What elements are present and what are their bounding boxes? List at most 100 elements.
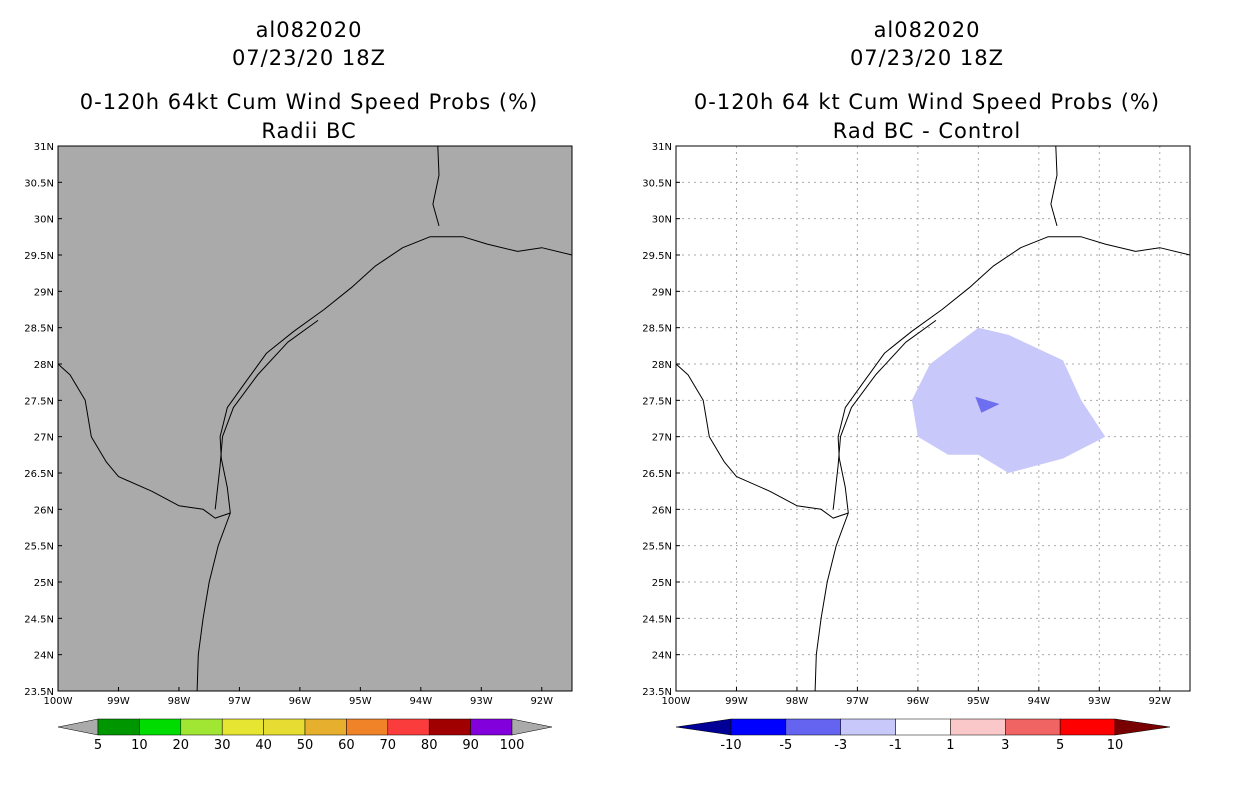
lat-tick-label: 28.5N <box>24 324 54 335</box>
left-colorbar-label: 60 <box>338 738 355 753</box>
left-title-storm-id: al082020 <box>255 18 363 42</box>
right-colorbar-box <box>730 718 787 736</box>
lon-tick-label: 94W <box>1028 696 1051 707</box>
lat-tick-label: 31N <box>34 142 54 153</box>
left-colorbar-box <box>346 718 389 736</box>
right-colorbar-box <box>840 718 896 736</box>
lat-tick-label: 26.5N <box>642 469 672 480</box>
coastline <box>196 236 573 692</box>
lon-tick-label: 95W <box>967 696 990 707</box>
lat-tick-label: 25N <box>652 578 672 589</box>
left-colorbar-under-arrow <box>57 718 99 736</box>
right-map: 100W 99W 98W 97W 96W 95W 94W 93W 92W 23.5N 24N 24.5… <box>642 142 1191 753</box>
lat-tick-label: 28.5N <box>642 324 672 335</box>
right-colorbar-label: 5 <box>1056 738 1064 753</box>
lat-tick-label: 30N <box>652 215 672 226</box>
left-colorbar-box <box>97 718 140 736</box>
lon-tick-label: 97W <box>228 696 251 707</box>
right-colorbar-label: 10 <box>1107 738 1124 753</box>
right-colorbar-label: 1 <box>946 738 954 753</box>
lat-tick-label: 26N <box>34 505 54 516</box>
lat-tick-label: 24N <box>34 651 54 662</box>
lat-tick-label: 31N <box>652 142 672 153</box>
coastline <box>814 236 1191 692</box>
lon-tick-label: 100W <box>44 696 73 707</box>
right-title-datetime: 07/23/20 18Z <box>849 46 1005 70</box>
left-colorbar-box <box>387 718 430 736</box>
us-mexico-border <box>57 363 231 519</box>
left-colorbar-label: 40 <box>255 738 272 753</box>
left-map: 100W 99W 98W 97W 96W 95W 94W 93W 92W 23.5N 24N 24.5… <box>24 142 573 753</box>
left-map-background <box>58 146 572 691</box>
right-title-subtitle: Rad BC - Control <box>832 119 1022 143</box>
lat-tick-label: 23.5N <box>642 687 672 698</box>
left-colorbar-box <box>428 718 471 736</box>
left-colorbar-box <box>304 718 347 736</box>
left-colorbar-label: 50 <box>297 738 314 753</box>
lat-tick-label: 29.5N <box>24 251 54 262</box>
us-mexico-border <box>675 363 849 519</box>
lat-tick-label: 27N <box>652 433 672 444</box>
lon-tick-label: 98W <box>786 696 809 707</box>
lat-tick-label: 24N <box>652 651 672 662</box>
lat-tick-label: 27.5N <box>642 396 672 407</box>
right-title-storm-id: al082020 <box>873 18 981 42</box>
left-colorbar-label: 20 <box>173 738 190 753</box>
right-colorbar-box <box>895 718 951 736</box>
right-colorbar-box <box>950 718 1006 736</box>
shading-region-2 <box>975 396 1000 413</box>
lat-tick-label: 30.5N <box>642 178 672 189</box>
barrier-island <box>832 319 937 510</box>
left-colorbar-label: 70 <box>380 738 397 753</box>
lat-tick-label: 27.5N <box>24 396 54 407</box>
barrier-island <box>214 319 319 510</box>
left-colorbar-label: 5 <box>94 738 102 753</box>
left-title-product: 0-120h 64kt Cum Wind Speed Probs (%) <box>79 90 539 114</box>
left-map-frame <box>57 145 573 692</box>
lat-tick-label: 26N <box>652 505 672 516</box>
left-colorbar-label: 90 <box>462 738 479 753</box>
right-colorbar-label: -10 <box>720 738 741 753</box>
lat-tick-label: 24.5N <box>24 614 54 625</box>
lat-tick-label: 24.5N <box>642 614 672 625</box>
right-colorbar-label: 3 <box>1001 738 1009 753</box>
lat-tick-label: 26.5N <box>24 469 54 480</box>
lat-tick-label: 25N <box>34 578 54 589</box>
lat-tick-label: 29N <box>652 287 672 298</box>
left-colorbar-box <box>470 718 513 736</box>
left-title-datetime: 07/23/20 18Z <box>231 46 387 70</box>
lon-tick-label: 97W <box>846 696 869 707</box>
lat-tick-label: 25.5N <box>24 542 54 553</box>
right-colorbar-box <box>785 718 841 736</box>
shading-region-1 <box>911 327 1106 473</box>
right-title-product: 0-120h 64 kt Cum Wind Speed Probs (%) <box>693 90 1161 114</box>
lon-tick-label: 93W <box>470 696 493 707</box>
left-colorbar-label: 80 <box>421 738 438 753</box>
right-colorbar-label: -1 <box>889 738 902 753</box>
lat-tick-label: 27N <box>34 433 54 444</box>
right-colorbar-under-arrow <box>675 718 732 736</box>
right-colorbar-box <box>1005 718 1061 736</box>
lat-tick-label: 29N <box>34 287 54 298</box>
right-colorbar-label: -5 <box>779 738 792 753</box>
lat-tick-label: 23.5N <box>24 687 54 698</box>
right-colorbar-box <box>1059 718 1116 736</box>
left-colorbar-label: 30 <box>214 738 231 753</box>
left-colorbar-box <box>139 718 182 736</box>
lat-tick-label: 30N <box>34 215 54 226</box>
lon-tick-label: 93W <box>1088 696 1111 707</box>
lat-tick-label: 25.5N <box>642 542 672 553</box>
left-colorbar-box <box>180 718 223 736</box>
left-panel: al082020 07/23/20 18Z 0-120h 64kt Cum Wi… <box>24 18 573 753</box>
right-map-frame <box>675 145 1191 692</box>
sabine-river <box>432 145 440 227</box>
lon-tick-label: 94W <box>410 696 433 707</box>
left-colorbar-label: 10 <box>131 738 148 753</box>
lat-tick-label: 30.5N <box>24 178 54 189</box>
right-colorbar-label: -3 <box>834 738 847 753</box>
left-colorbar-over-arrow <box>511 718 553 736</box>
left-colorbar-label: 100 <box>500 738 525 753</box>
lon-tick-label: 92W <box>1148 696 1171 707</box>
right-colorbar-over-arrow <box>1114 718 1171 736</box>
lon-tick-label: 99W <box>725 696 748 707</box>
